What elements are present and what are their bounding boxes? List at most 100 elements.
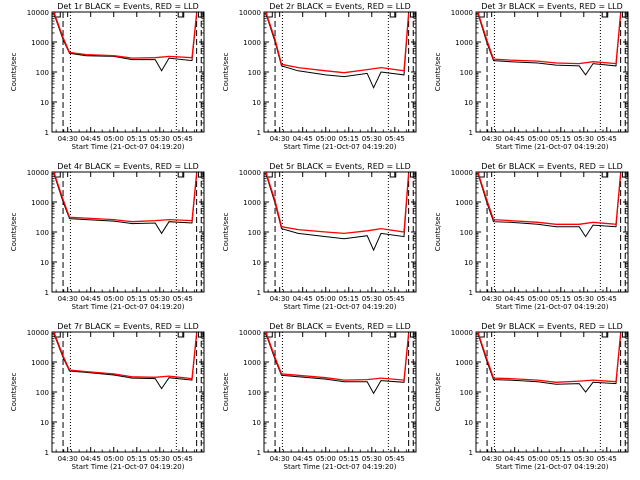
plot-frame — [263, 171, 417, 293]
y-tick-label: 100 — [248, 69, 261, 77]
y-tick-label: 10000 — [451, 9, 473, 17]
x-axis-label: Start Time (21-Oct-07 04:19:20) — [72, 143, 185, 151]
panel-title: Det 7r BLACK = Events, RED = LLD — [57, 322, 199, 331]
x-tick-label: 05:00 — [528, 455, 548, 463]
x-tick-label: 04:30 — [270, 135, 290, 143]
time-bracket — [197, 332, 204, 338]
x-tick-label: 05:45 — [385, 135, 405, 143]
lld-series-line — [53, 171, 198, 223]
x-axis-label: Start Time (21-Oct-07 04:19:20) — [496, 463, 609, 471]
y-tick-label: 1000 — [31, 359, 49, 367]
x-tick-label: 04:30 — [482, 135, 502, 143]
y-tick-label: 10000 — [239, 329, 261, 337]
x-tick-label: 05:15 — [339, 295, 359, 303]
y-tick-label: 1000 — [455, 199, 473, 207]
events-series-line — [53, 333, 198, 390]
y-tick-label: 10000 — [239, 9, 261, 17]
lld-series-line — [265, 11, 410, 74]
events-series-line — [477, 333, 622, 393]
x-tick-label: 05:30 — [362, 135, 382, 143]
y-tick-label: 100 — [36, 69, 49, 77]
panel-title: Det 8r BLACK = Events, RED = LLD — [269, 322, 411, 331]
x-tick-label: 05:00 — [104, 455, 124, 463]
y-axis-label: Counts/sec — [222, 53, 230, 92]
time-bracket — [621, 172, 628, 178]
lld-series-line — [53, 331, 198, 380]
x-axis-label: Start Time (21-Oct-07 04:19:20) — [496, 143, 609, 151]
detector-panel-3: Det 3r BLACK = Events, RED = LLD Counts/s… — [434, 2, 629, 151]
x-tick-label: 05:45 — [385, 455, 405, 463]
time-bracket — [197, 172, 204, 178]
x-axis-label: Start Time (21-Oct-07 04:19:20) — [284, 463, 397, 471]
y-tick-label: 100 — [248, 229, 261, 237]
x-axis-label: Start Time (21-Oct-07 04:19:20) — [72, 463, 185, 471]
time-bracket — [177, 12, 185, 18]
x-tick-label: 05:30 — [362, 295, 382, 303]
time-bracket — [601, 12, 609, 18]
x-tick-label: 05:30 — [362, 455, 382, 463]
detector-panel-6: Det 6r BLACK = Events, RED = LLD Counts/s… — [434, 162, 629, 311]
x-tick-label: 05:45 — [385, 295, 405, 303]
x-tick-label: 05:15 — [551, 295, 571, 303]
x-tick-label: 05:15 — [551, 455, 571, 463]
x-tick-label: 05:00 — [104, 135, 124, 143]
y-tick-label: 10 — [464, 99, 473, 107]
y-tick-label: 1000 — [243, 359, 261, 367]
time-bracket — [621, 332, 628, 338]
y-tick-label: 10000 — [451, 169, 473, 177]
y-tick-label: 1 — [257, 129, 261, 137]
panel-title: Det 1r BLACK = Events, RED = LLD — [57, 2, 199, 11]
detector-panel-4: Det 4r BLACK = Events, RED = LLD Counts/s… — [10, 162, 205, 311]
y-axis-label: Counts/sec — [10, 213, 18, 252]
detector-panel-2: Det 2r BLACK = Events, RED = LLD Counts/s… — [222, 2, 417, 151]
y-tick-label: 100 — [460, 69, 473, 77]
lld-series-line — [265, 171, 410, 235]
x-tick-label: 05:15 — [339, 455, 359, 463]
time-bracket — [389, 172, 397, 178]
panel-title: Det 5r BLACK = Events, RED = LLD — [269, 162, 411, 171]
y-tick-label: 1 — [469, 129, 473, 137]
x-tick-label: 04:45 — [293, 455, 313, 463]
y-tick-label: 1000 — [455, 39, 473, 47]
events-series-line — [477, 13, 622, 76]
y-tick-label: 100 — [36, 389, 49, 397]
x-tick-label: 05:45 — [173, 295, 193, 303]
panel-title: Det 4r BLACK = Events, RED = LLD — [57, 162, 199, 171]
panel-title: Det 6r BLACK = Events, RED = LLD — [481, 162, 623, 171]
y-tick-label: 10 — [252, 99, 261, 107]
y-tick-label: 1 — [45, 289, 49, 297]
x-tick-label: 05:00 — [528, 295, 548, 303]
detector-panel-1: Det 1r BLACK = Events, RED = LLD Counts/s… — [10, 2, 205, 151]
time-bracket — [409, 332, 416, 338]
y-axis-label: Counts/sec — [222, 373, 230, 412]
y-axis-label: Counts/sec — [434, 53, 442, 92]
time-bracket — [177, 172, 185, 178]
x-tick-label: 05:30 — [574, 295, 594, 303]
x-axis-label: Start Time (21-Oct-07 04:19:20) — [284, 303, 397, 311]
y-tick-label: 100 — [36, 229, 49, 237]
x-tick-label: 05:15 — [339, 135, 359, 143]
lld-series-line — [477, 331, 622, 383]
events-series-line — [265, 13, 410, 89]
detector-panel-5: Det 5r BLACK = Events, RED = LLD Counts/s… — [222, 162, 417, 311]
x-tick-label: 04:45 — [81, 135, 101, 143]
x-tick-label: 05:45 — [597, 135, 617, 143]
time-bracket — [409, 172, 416, 178]
plot-frame — [263, 331, 417, 453]
x-tick-label: 05:00 — [104, 295, 124, 303]
y-tick-label: 1 — [45, 129, 49, 137]
plot-frame — [51, 171, 205, 293]
y-tick-label: 10 — [40, 419, 49, 427]
detector-panel-8: Det 8r BLACK = Events, RED = LLD Counts/s… — [222, 322, 417, 471]
x-tick-label: 04:30 — [482, 295, 502, 303]
x-tick-label: 05:00 — [316, 455, 336, 463]
x-tick-label: 04:45 — [293, 135, 313, 143]
x-tick-label: 04:30 — [58, 295, 78, 303]
x-tick-label: 05:30 — [574, 455, 594, 463]
y-tick-label: 10000 — [27, 169, 49, 177]
y-tick-label: 1 — [469, 449, 473, 457]
events-series-line — [265, 333, 410, 395]
plot-frame — [475, 171, 629, 293]
y-tick-label: 10000 — [451, 329, 473, 337]
y-tick-label: 1000 — [455, 359, 473, 367]
